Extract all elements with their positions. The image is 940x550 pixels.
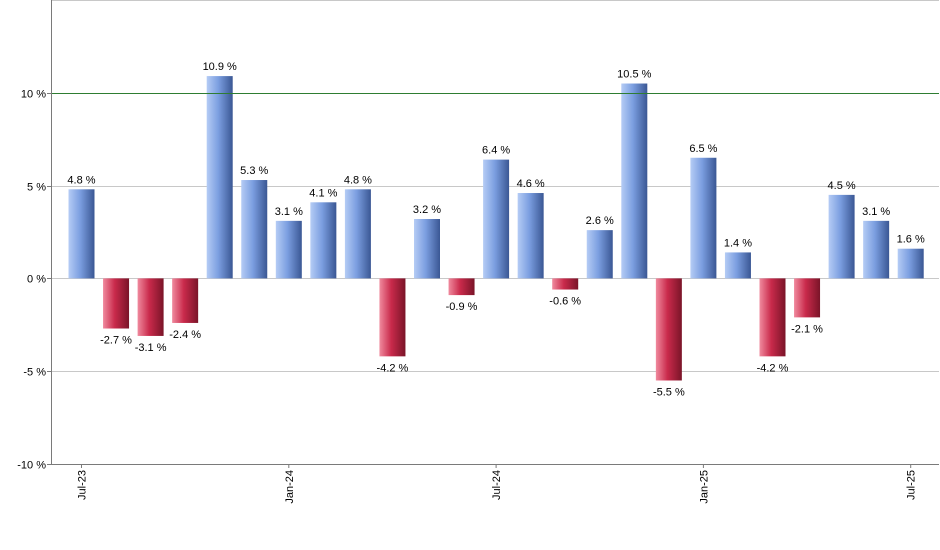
y-tick-label: 10 %	[21, 89, 46, 101]
y-tick-label: 0 %	[27, 274, 46, 286]
bar	[586, 230, 613, 279]
bar	[863, 220, 890, 279]
x-tick-label: Jan-24	[284, 470, 296, 504]
bar	[517, 193, 544, 279]
data-label: -5.5 %	[653, 386, 685, 398]
bar	[724, 252, 751, 279]
bar	[310, 202, 337, 279]
bar	[414, 219, 440, 279]
bar	[828, 194, 855, 279]
data-label: 3.1 %	[275, 206, 303, 218]
data-label: 4.8 %	[67, 174, 95, 186]
bar	[379, 278, 406, 357]
bar	[759, 278, 786, 357]
data-label: -3.1 %	[135, 342, 167, 354]
data-label: 1.6 %	[897, 234, 925, 246]
data-label: 4.6 %	[517, 178, 545, 190]
x-tick-label: Jan-25	[698, 470, 710, 504]
x-tick-label: Jul-25	[906, 470, 918, 500]
bar	[275, 220, 302, 279]
data-label: 3.2 %	[413, 204, 441, 216]
bar	[897, 248, 924, 279]
data-label: 1.4 %	[724, 237, 752, 249]
data-label: -4.2 %	[757, 362, 789, 374]
data-label: -4.2 %	[377, 362, 409, 374]
bar	[241, 180, 268, 279]
data-label: 10.9 %	[203, 61, 237, 73]
x-tick-label: Jul-23	[77, 470, 89, 500]
bar	[690, 157, 717, 279]
data-label: -0.6 %	[549, 296, 581, 308]
x-tick-label: Jul-24	[491, 470, 503, 500]
data-label: 2.6 %	[586, 215, 614, 227]
y-tick-label: -10 %	[17, 460, 46, 472]
y-tick-label: 5 %	[27, 182, 46, 194]
axes: -10 % -5 % 0 % 5 % 10 % Jul-23 Jan-24 Jul-24 Jan…	[17, 0, 939, 504]
data-label: -0.9 %	[446, 301, 478, 313]
bar	[206, 76, 233, 279]
data-label: 6.5 %	[689, 143, 717, 155]
bar	[794, 278, 821, 318]
data-label: -2.1 %	[791, 323, 823, 335]
data-label: 5.3 %	[240, 165, 268, 177]
data-label: 10.5 %	[617, 69, 651, 81]
bar	[137, 278, 164, 336]
bar	[103, 278, 130, 329]
bar	[172, 278, 199, 323]
bar	[344, 189, 371, 279]
data-label: 4.8 %	[344, 174, 372, 186]
bar	[448, 278, 475, 296]
y-tick-label: -5 %	[23, 367, 46, 379]
bar	[483, 159, 510, 279]
bar	[552, 278, 579, 290]
bar	[655, 278, 682, 381]
data-label: 6.4 %	[482, 145, 510, 157]
data-label: -2.4 %	[169, 329, 201, 341]
data-label: -2.7 %	[100, 335, 132, 347]
data-label: 3.1 %	[862, 206, 890, 218]
data-labels: 4.8 % -2.7 %-3.1 %-2.4 % 10.9 % 5.3 % 3.1 % 4…	[67, 61, 925, 398]
bar	[68, 189, 95, 279]
data-label: 4.5 %	[828, 180, 856, 192]
bar	[621, 83, 648, 279]
bars	[68, 76, 924, 381]
data-label: 4.1 %	[309, 187, 337, 199]
